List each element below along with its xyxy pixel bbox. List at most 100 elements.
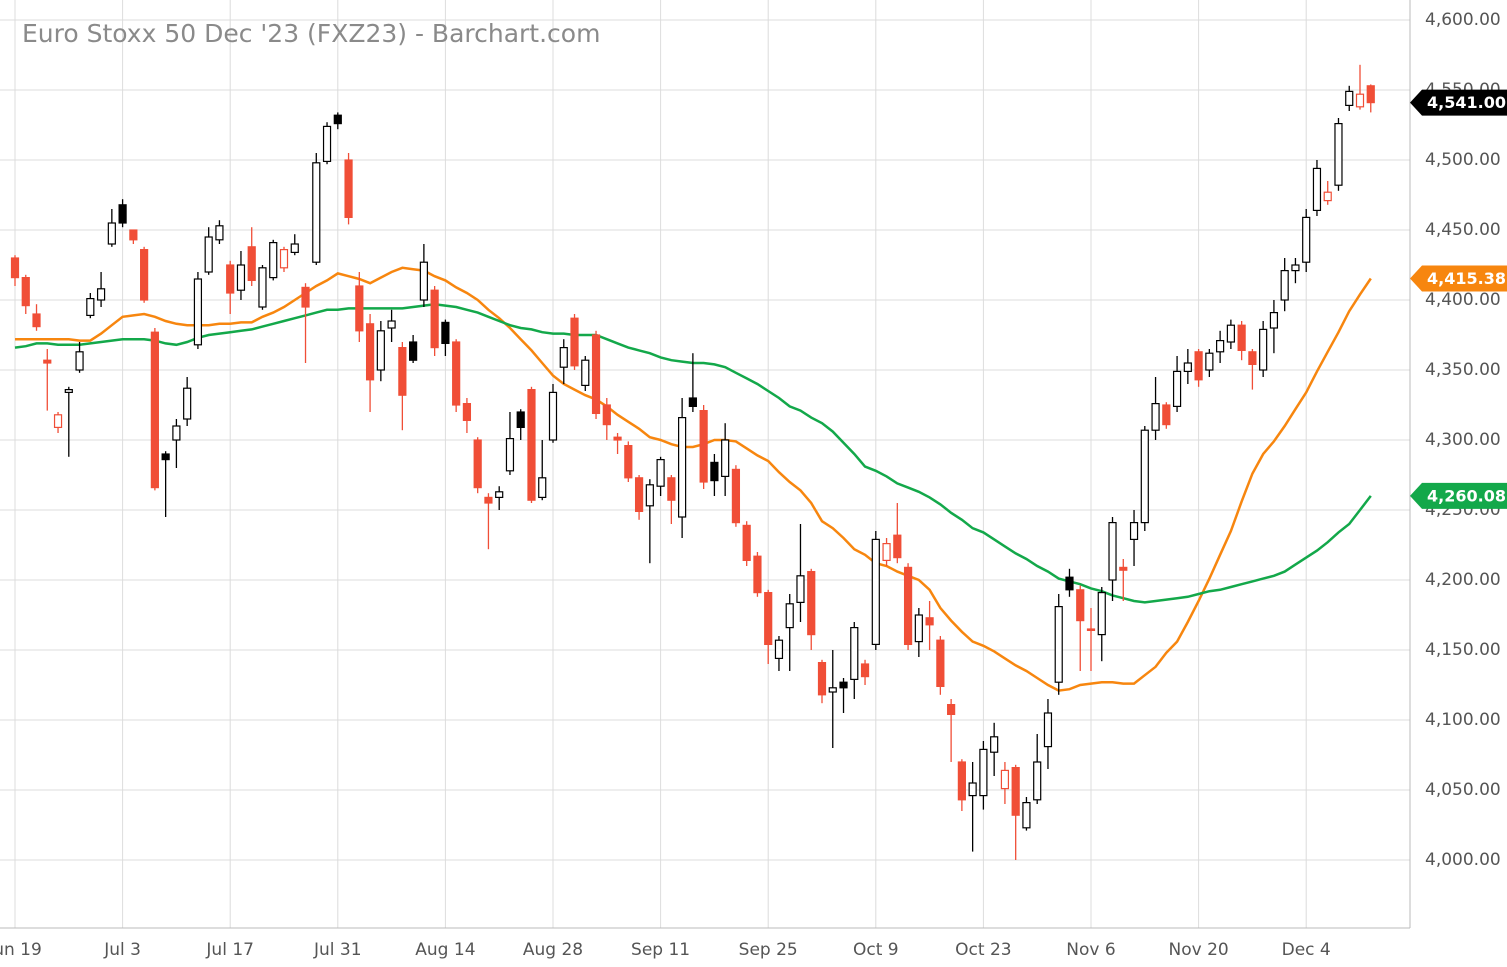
candle-body: [710, 461, 719, 482]
candle-body: [1033, 761, 1042, 801]
candle-body: [1216, 340, 1225, 353]
y-tick-label: 4,500.00: [1425, 150, 1501, 170]
candle-body: [699, 410, 708, 483]
candle-body: [1194, 351, 1203, 381]
candle-body: [1043, 712, 1053, 748]
candle-body: [731, 468, 741, 524]
value-badge: [1410, 89, 1507, 116]
y-tick-label: 4,450.00: [1425, 220, 1501, 240]
candle-body: [925, 617, 934, 626]
candle-body: [893, 534, 902, 559]
candle-body: [968, 782, 977, 797]
candle-body: [559, 347, 568, 368]
candle-body: [376, 330, 385, 371]
x-tick-label: Dec 4: [1282, 940, 1331, 960]
y-tick-label: 4,150.00: [1425, 640, 1501, 660]
candle-body: [957, 761, 966, 801]
candle-body: [322, 125, 332, 163]
candle-body: [947, 704, 956, 716]
candle-body: [602, 404, 611, 426]
candle-body: [538, 477, 547, 499]
candle-body: [850, 627, 859, 681]
candle-body: [1248, 351, 1257, 366]
candle-body: [161, 453, 170, 461]
candle-body: [247, 246, 256, 282]
candle-body: [419, 261, 428, 301]
candle-body: [409, 341, 418, 361]
candle-body: [441, 321, 450, 345]
y-tick-label: 4,200.00: [1425, 570, 1501, 590]
candle-body: [462, 403, 472, 422]
candle-body: [312, 162, 321, 263]
candle-body: [1054, 606, 1063, 683]
candle-body: [21, 277, 30, 307]
candle-body: [473, 439, 482, 489]
y-tick-label: 4,350.00: [1425, 360, 1501, 380]
x-tick-label: Sep 11: [631, 940, 690, 960]
x-tick-label: Nov 20: [1168, 940, 1228, 960]
candle-body: [979, 748, 988, 797]
chart-title: Euro Stoxx 50 Dec '23 (FXZ23) - Barchart…: [22, 19, 600, 48]
candle-body: [882, 543, 891, 562]
x-tick-label: Oct 9: [853, 940, 899, 960]
candle-body: [1151, 403, 1160, 431]
candle-body: [828, 687, 837, 693]
candle-body: [1140, 429, 1149, 524]
candle-body: [785, 603, 794, 629]
candle-body: [774, 639, 784, 660]
candle-body: [817, 662, 827, 696]
candle-body: [1291, 264, 1300, 272]
x-tick-label: Aug 14: [415, 940, 475, 960]
candle-body: [667, 477, 676, 501]
candle-body: [688, 397, 697, 408]
candle-body: [193, 278, 203, 346]
candle-body: [1097, 592, 1106, 636]
candle-body: [43, 359, 52, 364]
candle-body: [204, 236, 213, 273]
candle-body: [839, 681, 848, 689]
candle-body: [1355, 93, 1365, 108]
candle-body: [86, 298, 95, 317]
candle-body: [258, 267, 267, 308]
candle-body: [290, 243, 299, 254]
candle-body: [903, 566, 913, 646]
y-tick-label: 4,100.00: [1425, 710, 1501, 730]
candle-body: [721, 439, 730, 478]
candle-body: [860, 663, 870, 678]
candle-body: [753, 555, 762, 594]
candle-body: [1366, 85, 1375, 104]
candle-body: [75, 351, 84, 371]
y-tick-label: 4,400.00: [1425, 290, 1501, 310]
candle-body: [150, 331, 159, 489]
candle-body: [365, 323, 375, 381]
x-tick-label: Jul 3: [103, 940, 141, 960]
x-tick-label: Jun 19: [0, 940, 42, 960]
x-tick-label: Jul 17: [205, 940, 254, 960]
candle-body: [64, 389, 73, 394]
candle-body: [215, 225, 224, 241]
candle-body: [1280, 270, 1289, 301]
candle-body: [936, 639, 945, 688]
value-badge-label: 4,415.38: [1427, 269, 1506, 288]
candle-body: [236, 264, 246, 291]
candle-body: [871, 538, 880, 646]
candle-body: [484, 496, 493, 504]
candle-body: [452, 341, 461, 406]
x-tick-label: Oct 23: [955, 940, 1011, 960]
labels: 4,000.00 4,050.00 4,100.00 4,150.00 4,200.00…: [0, 10, 1507, 960]
candle-body: [505, 438, 515, 472]
value-badge: [1410, 482, 1507, 509]
moving-average-line: [15, 266, 1372, 692]
candle-body: [96, 288, 106, 301]
candle-body: [1011, 767, 1020, 816]
candle-body: [183, 387, 192, 420]
candle-body: [333, 114, 342, 125]
candle-body: [570, 317, 579, 367]
plot: [10, 64, 1375, 861]
candle-body: [1162, 404, 1171, 426]
candle-body: [1000, 769, 1010, 790]
candle-body: [990, 736, 999, 753]
candle-body: [1259, 328, 1268, 371]
candle-body: [495, 491, 504, 499]
candle-body: [1183, 362, 1192, 373]
